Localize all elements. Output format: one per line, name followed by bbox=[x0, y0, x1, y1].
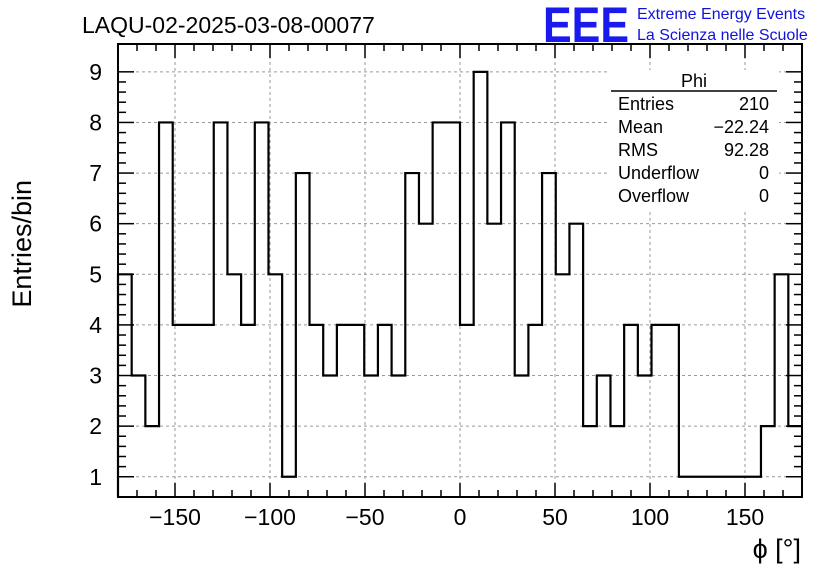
y-tick-labels: 1 2 3 4 5 6 7 8 9 bbox=[89, 59, 102, 490]
x-tick-label: 50 bbox=[542, 504, 568, 530]
histogram-line bbox=[116, 70, 802, 497]
stats-box: Phi Entries 210 Mean −22.24 RMS 92.28 Underflo… bbox=[609, 70, 779, 212]
stats-value: 210 bbox=[739, 94, 769, 114]
x-tick-label: −100 bbox=[244, 504, 296, 530]
eee-logo: EEE Extreme Energy Events La Scienza nel… bbox=[543, 0, 808, 53]
y-tick-label: 5 bbox=[89, 261, 102, 287]
y-tick-label: 3 bbox=[89, 363, 102, 389]
stats-label: Underflow bbox=[618, 163, 700, 183]
y-tick-label: 4 bbox=[89, 312, 102, 338]
stats-label: Mean bbox=[618, 117, 663, 137]
y-tick-label: 9 bbox=[89, 59, 102, 85]
stats-value: 92.28 bbox=[724, 140, 769, 160]
x-tick-label: 100 bbox=[631, 504, 669, 530]
y-tick-label: 7 bbox=[89, 160, 102, 186]
y-axis-label: Entries/bin bbox=[7, 180, 37, 308]
x-tick-label: 150 bbox=[726, 504, 764, 530]
stats-value: −22.24 bbox=[713, 117, 769, 137]
plot-frame bbox=[117, 43, 803, 498]
axis-ticks bbox=[117, 44, 803, 497]
stats-value: 0 bbox=[759, 163, 769, 183]
logo-line-1: Extreme Energy Events bbox=[637, 6, 805, 23]
x-tick-labels: −150 −100 −50 0 50 100 150 bbox=[149, 504, 764, 530]
x-tick-label: 0 bbox=[454, 504, 467, 530]
x-tick-label: −150 bbox=[149, 504, 201, 530]
y-tick-label: 1 bbox=[89, 464, 102, 490]
y-tick-label: 6 bbox=[89, 211, 102, 237]
stats-title: Phi bbox=[681, 71, 707, 91]
x-axis-label: ϕ [°] bbox=[753, 534, 801, 564]
stats-label: Entries bbox=[618, 94, 674, 114]
x-tick-label: −50 bbox=[345, 504, 384, 530]
logo-mark: EEE bbox=[543, 0, 629, 53]
stats-label: RMS bbox=[618, 140, 658, 160]
chart-title: LAQU-02-2025-03-08-00077 bbox=[82, 12, 375, 38]
stats-label: Overflow bbox=[618, 186, 690, 206]
y-tick-label: 8 bbox=[89, 109, 102, 135]
logo-line-2: La Scienza nelle Scuole bbox=[637, 27, 808, 44]
stats-value: 0 bbox=[759, 186, 769, 206]
y-tick-label: 2 bbox=[89, 413, 102, 439]
